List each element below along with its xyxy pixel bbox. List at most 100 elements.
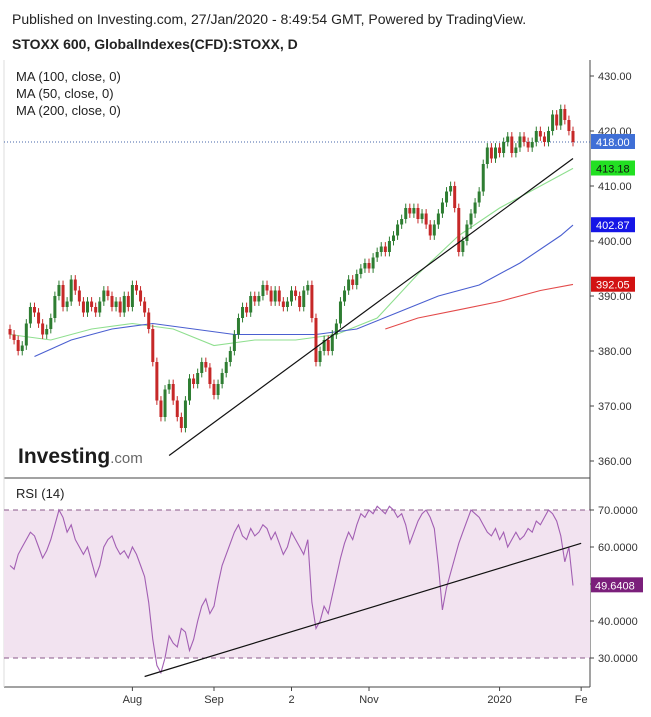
candle-body bbox=[110, 296, 114, 307]
x-tick-label: Nov bbox=[359, 694, 379, 706]
candle-body bbox=[559, 109, 563, 126]
candle-body bbox=[57, 285, 61, 296]
candle-body bbox=[147, 312, 151, 329]
candle-body bbox=[477, 191, 481, 203]
candle-body bbox=[396, 224, 400, 236]
candle-body bbox=[510, 136, 514, 153]
candle-body bbox=[216, 384, 220, 395]
logo-suffix: .com bbox=[110, 450, 143, 467]
x-tick-label: Aug bbox=[123, 694, 143, 706]
candle-body bbox=[436, 213, 440, 225]
candle-body bbox=[440, 202, 444, 214]
candle-body bbox=[334, 323, 338, 335]
candle-body bbox=[192, 378, 196, 384]
candle-body bbox=[183, 400, 187, 428]
rsi-trendline bbox=[144, 542, 582, 678]
candle-body bbox=[493, 147, 497, 159]
candle-body bbox=[61, 285, 65, 307]
candle-body bbox=[457, 208, 461, 252]
candle-body bbox=[90, 301, 94, 307]
candle-body bbox=[551, 114, 555, 131]
price-badge bbox=[591, 160, 635, 176]
candle-body bbox=[473, 202, 477, 214]
candle-body bbox=[412, 208, 416, 214]
candle-body bbox=[208, 367, 212, 384]
candle-body bbox=[432, 224, 436, 236]
candle-body bbox=[175, 400, 179, 417]
legend-ma50: MA (50, close, 0) bbox=[16, 86, 114, 101]
candle-body bbox=[326, 340, 330, 351]
candle-body bbox=[563, 109, 567, 120]
candle-body bbox=[526, 142, 530, 148]
candle-body bbox=[322, 340, 326, 351]
x-tick-label: Fe bbox=[575, 694, 588, 706]
candle-body bbox=[171, 384, 175, 401]
candle-body bbox=[359, 268, 363, 274]
candle-body bbox=[200, 362, 204, 373]
candle-body bbox=[371, 257, 375, 269]
candle-body bbox=[465, 224, 469, 241]
candle-body bbox=[220, 373, 224, 384]
rsi-band bbox=[4, 510, 590, 658]
candle-body bbox=[338, 301, 342, 324]
price-badge-label: 402.87 bbox=[596, 220, 630, 232]
candle-body bbox=[81, 301, 85, 313]
rsi-value-label: 49.6408 bbox=[595, 580, 635, 592]
candle-body bbox=[387, 241, 391, 252]
rsi-tick-label: 70.0000 bbox=[598, 505, 638, 517]
candle-body bbox=[302, 290, 306, 307]
candle-body bbox=[420, 213, 424, 219]
candle-body bbox=[469, 213, 473, 225]
price-badge bbox=[591, 134, 635, 149]
candle-body bbox=[134, 285, 138, 291]
candle-body bbox=[555, 114, 559, 126]
candle-body bbox=[379, 246, 383, 252]
candle-body bbox=[16, 340, 20, 351]
candle-body bbox=[122, 296, 126, 313]
price-badge bbox=[591, 217, 635, 233]
candle-body bbox=[306, 285, 310, 291]
candle-body bbox=[163, 389, 167, 417]
candle-body bbox=[383, 246, 387, 252]
price-tick-label: 390.00 bbox=[598, 291, 632, 303]
candle-body bbox=[69, 279, 73, 302]
candle-body bbox=[188, 378, 192, 401]
candle-body bbox=[253, 296, 257, 302]
candle-body bbox=[290, 290, 293, 302]
investing-logo: Investing.com bbox=[18, 445, 143, 468]
candle-body bbox=[265, 285, 269, 291]
candle-body bbox=[143, 301, 147, 313]
candle-body bbox=[347, 279, 351, 291]
candle-body bbox=[12, 334, 16, 340]
candle-body bbox=[139, 290, 143, 302]
candle-body bbox=[86, 301, 90, 313]
candle-body bbox=[32, 307, 36, 313]
candle-body bbox=[330, 334, 334, 351]
rsi-tick-label: 40.0000 bbox=[598, 616, 638, 628]
price-trendline bbox=[168, 158, 574, 456]
candle-body bbox=[24, 323, 28, 346]
candle-body bbox=[179, 417, 183, 428]
candle-body bbox=[232, 334, 236, 351]
candle-body bbox=[408, 208, 412, 214]
candle-body bbox=[20, 345, 24, 351]
candle-body bbox=[102, 290, 106, 302]
candle-body bbox=[424, 213, 428, 225]
price-badge bbox=[591, 276, 635, 292]
price-tick-label: 380.00 bbox=[598, 346, 632, 358]
price-badge-label: 413.18 bbox=[596, 164, 630, 176]
candle-body bbox=[445, 191, 449, 203]
candle-body bbox=[98, 301, 102, 313]
candle-body bbox=[269, 290, 273, 302]
candle-body bbox=[298, 296, 302, 307]
rsi-title: RSI (14) bbox=[16, 486, 64, 501]
candle-body bbox=[367, 263, 371, 269]
candle-body bbox=[375, 252, 379, 258]
candle-body bbox=[277, 290, 281, 302]
candle-body bbox=[314, 318, 318, 362]
candle-body bbox=[498, 147, 502, 153]
candle-body bbox=[363, 263, 367, 269]
candle-body bbox=[8, 329, 12, 335]
